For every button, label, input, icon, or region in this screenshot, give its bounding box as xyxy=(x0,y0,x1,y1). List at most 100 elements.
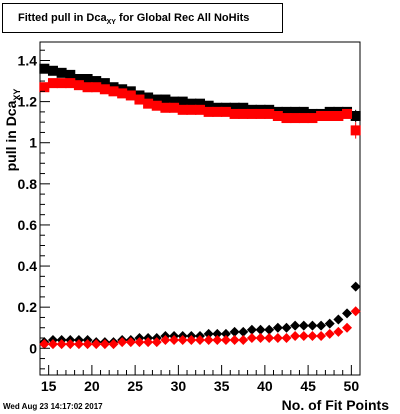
data-point-square xyxy=(281,113,292,124)
data-point-square xyxy=(281,106,292,117)
data-point-diamond xyxy=(316,330,327,341)
data-point-square xyxy=(203,100,214,111)
x-tick-label: 30 xyxy=(171,378,187,394)
data-point-diamond xyxy=(281,333,292,343)
data-point-square xyxy=(65,69,76,80)
data-point-square xyxy=(151,94,162,105)
data-point-diamond xyxy=(350,306,361,317)
data-point-square xyxy=(169,96,180,107)
data-point-diamond xyxy=(108,339,119,350)
timestamp: Wed Aug 23 14:17:02 2017 xyxy=(3,402,103,411)
data-point-diamond xyxy=(220,328,231,339)
data-point-square xyxy=(177,104,188,115)
data-point-diamond xyxy=(333,314,344,325)
data-point-square xyxy=(195,98,205,109)
data-point-diamond xyxy=(298,330,309,341)
data-point-square xyxy=(73,74,84,84)
plot-frame xyxy=(39,41,361,376)
data-point-square xyxy=(229,108,240,119)
data-point-square xyxy=(307,113,318,124)
data-point-diamond xyxy=(290,320,301,331)
data-point-square xyxy=(264,108,275,119)
data-point-square xyxy=(108,86,119,97)
data-point-diamond xyxy=(272,333,283,343)
data-point-diamond xyxy=(203,335,214,346)
x-tick-label: 40 xyxy=(257,378,273,394)
y-tick-label: 0.4 xyxy=(18,258,38,274)
data-point-diamond xyxy=(298,320,309,331)
data-point-square xyxy=(82,74,93,84)
x-tick-label: 50 xyxy=(344,378,360,394)
x-tick-label: 15 xyxy=(41,378,57,394)
data-markers xyxy=(39,63,361,350)
data-point-square xyxy=(350,111,361,121)
data-point-diamond xyxy=(350,281,361,292)
data-point-square xyxy=(238,102,249,113)
title-subscript: XY xyxy=(106,19,116,26)
data-point-square xyxy=(298,113,309,124)
data-point-diamond xyxy=(91,339,102,350)
y-axis-title-subscript: XY xyxy=(12,89,22,101)
data-point-square xyxy=(203,106,214,117)
data-point-square xyxy=(316,111,327,121)
data-point-square xyxy=(160,102,171,113)
data-point-diamond xyxy=(39,339,50,350)
series-1 xyxy=(39,78,361,139)
data-point-diamond xyxy=(324,328,335,339)
data-point-square xyxy=(177,96,188,107)
y-tick-label: 1.4 xyxy=(18,53,38,69)
series-3 xyxy=(39,306,361,350)
data-point-square xyxy=(99,84,110,95)
data-point-square xyxy=(56,78,67,89)
data-point-diamond xyxy=(177,335,188,346)
title-suffix: for Global Rec All NoHits xyxy=(115,12,250,24)
data-point-square xyxy=(82,82,93,93)
data-point-square xyxy=(91,76,102,87)
x-axis-title: No. of Fit Points xyxy=(282,397,390,413)
data-point-diamond xyxy=(307,330,318,341)
data-point-square xyxy=(186,104,197,115)
data-point-square xyxy=(143,92,154,103)
y-tick-label: 1 xyxy=(29,135,37,151)
data-point-diamond xyxy=(65,339,76,350)
data-point-square xyxy=(47,78,58,89)
data-point-square xyxy=(117,88,128,99)
title-prefix: Fitted pull in Dca xyxy=(18,12,107,24)
data-point-diamond xyxy=(143,337,154,348)
y-tick-label: 0.6 xyxy=(18,217,38,233)
data-point-square xyxy=(186,98,197,109)
data-point-square xyxy=(350,125,361,136)
data-point-square xyxy=(143,98,154,109)
data-point-diamond xyxy=(47,339,58,350)
axes: 0 0.2 0.4 0.6 0.8 1 1.2 1.4 15 20 25 30 35 40 45 50 xyxy=(18,49,361,394)
data-point-square xyxy=(324,111,335,121)
data-point-diamond xyxy=(281,322,292,333)
data-point-square xyxy=(290,113,301,124)
data-point-diamond xyxy=(151,337,162,348)
data-point-square xyxy=(342,108,353,119)
data-point-square xyxy=(290,106,301,117)
title-box: Fitted pull in DcaXY for Global Rec All … xyxy=(2,3,283,33)
data-point-diamond xyxy=(290,330,301,341)
data-point-diamond xyxy=(186,335,197,346)
data-point-diamond xyxy=(212,335,223,346)
data-point-square xyxy=(238,108,249,119)
data-point-square xyxy=(333,111,344,121)
data-point-diamond xyxy=(255,333,266,343)
data-point-diamond xyxy=(342,322,353,333)
y-tick-label: 1.2 xyxy=(18,94,38,110)
data-point-diamond xyxy=(333,326,344,337)
data-point-diamond xyxy=(195,335,205,346)
data-point-diamond xyxy=(272,322,283,333)
data-point-diamond xyxy=(229,335,240,346)
data-point-square xyxy=(125,90,136,101)
data-point-diamond xyxy=(255,324,266,335)
y-tick-label: 0 xyxy=(29,340,37,356)
y-axis-title: pull in DcaXY xyxy=(3,89,22,172)
chart-title: Fitted pull in DcaXY for Global Rec All … xyxy=(18,12,249,26)
data-point-diamond xyxy=(203,328,214,339)
data-point-diamond xyxy=(238,335,249,346)
data-point-square xyxy=(56,67,67,78)
